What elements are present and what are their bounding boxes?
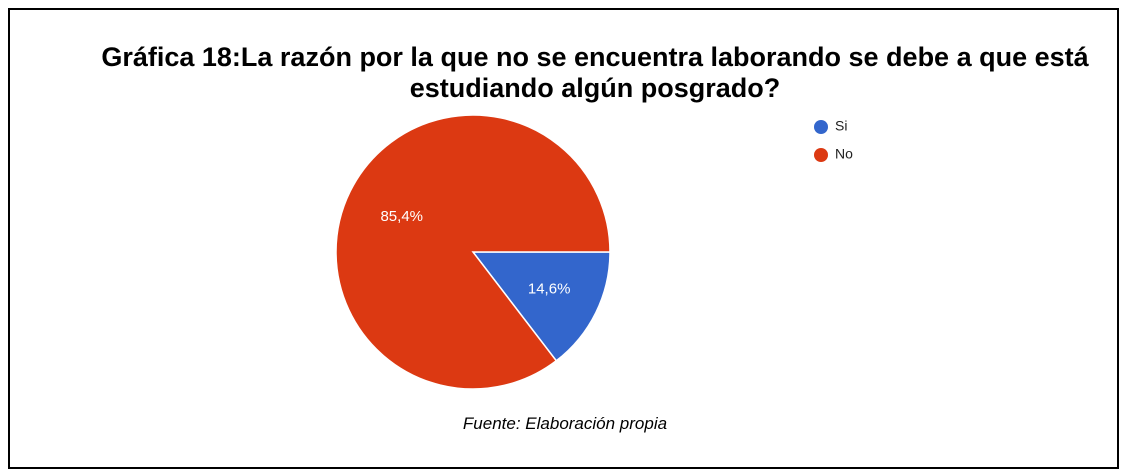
- pie-slice: [335, 114, 611, 390]
- legend-label: Si: [835, 118, 847, 134]
- data-label: 14,6%: [528, 281, 571, 298]
- source-note: Fuente: Elaboración propia: [462, 414, 668, 433]
- chart-title: Gráfica 18:La razón por la que no se enc…: [101, 42, 1089, 103]
- legend-swatch: [814, 148, 828, 162]
- legend-swatch: [814, 120, 828, 134]
- legend-label: No: [835, 146, 853, 162]
- pie-slice: [471, 251, 611, 362]
- frame: [8, 8, 1119, 469]
- data-label: 85,4%: [380, 208, 423, 225]
